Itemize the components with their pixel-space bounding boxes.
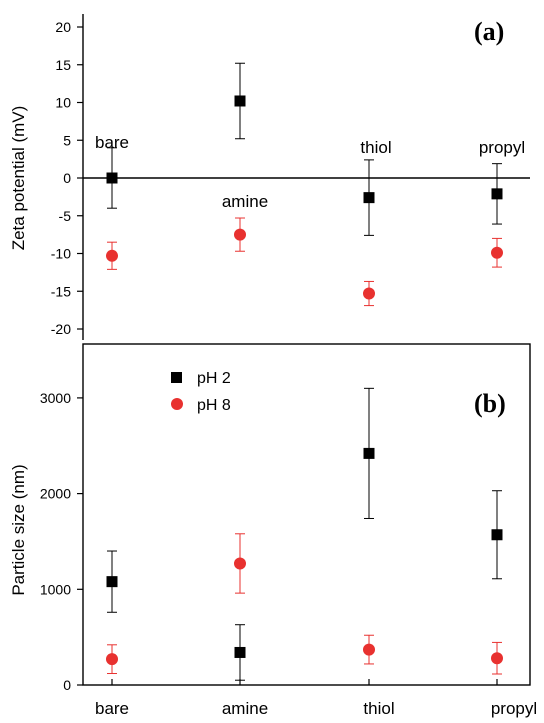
panel-a-y-tick-label: 20: [55, 19, 71, 35]
circle-marker: [234, 557, 246, 570]
panel-b-y-tick-label: 0: [63, 677, 71, 693]
panel-b-frame: [82, 343, 531, 686]
panel-b-y-tick-label: 2000: [40, 486, 71, 502]
panel-a-category-label-amine: amine: [222, 192, 268, 211]
panel-b-ph2-point-propyl: [491, 490, 503, 580]
panel-b-y-tick-label: 3000: [40, 390, 71, 406]
circle-marker: [106, 653, 118, 666]
panel-a-y-tick-label: 0: [63, 170, 71, 186]
panel-a-label: (a): [474, 17, 504, 46]
panel-a-y-tick-label: -10: [51, 246, 71, 262]
panel-b-x-tick-label-thiol: thiol: [363, 699, 394, 718]
panel-a-category-label-thiol: thiol: [360, 138, 391, 157]
legend-marker-ph2: [171, 372, 182, 383]
square-marker: [491, 529, 503, 541]
legend: pH 2 pH 8: [171, 370, 231, 414]
panel-b-y-axis-title: Particle size (nm): [9, 464, 28, 595]
panel-b-ph2-point-amine: [234, 624, 246, 681]
panel-a-y-tick-label: -20: [51, 321, 71, 337]
panel-b-ph8-point-thiol: [363, 634, 375, 665]
square-marker: [363, 192, 375, 204]
panel-b-x-tick-label-propyl: propyl: [491, 699, 537, 718]
circle-marker: [363, 643, 375, 656]
panel-a-ph2-point-amine: [234, 62, 246, 140]
panel-a-y-axis-title: Zeta potential (mV): [9, 106, 28, 251]
panel-b-ph2-point-bare: [106, 550, 118, 613]
legend-marker-ph8: [171, 398, 183, 410]
panel-a-data-marks: [106, 62, 503, 307]
square-marker: [234, 95, 246, 107]
panel-b-y-tick-label: 1000: [40, 581, 71, 597]
panel-b-label: (b): [474, 389, 506, 418]
panel-a-y-tick-label: -15: [51, 283, 71, 299]
panel-b: 3000 2000 1000 0 bare amine thiol propyl Parti…: [9, 343, 537, 718]
panel-a-ph8-point-bare: [106, 241, 118, 270]
panel-a-category-label-bare: bare: [95, 133, 129, 152]
panel-a-ph8-point-propyl: [491, 237, 503, 268]
panel-a-ph8-point-thiol: [363, 280, 375, 307]
circle-marker: [491, 246, 503, 259]
panel-a-ph2-point-bare: [106, 147, 118, 209]
panel-a-y-tick-label: 5: [63, 132, 71, 148]
panel-a-y-tick-label: -5: [59, 208, 72, 224]
circle-marker: [234, 228, 246, 241]
legend-label-ph8: pH 8: [197, 397, 231, 414]
panel-b-ph8-point-bare: [106, 644, 118, 675]
legend-label-ph2: pH 2: [197, 370, 231, 387]
square-marker: [234, 646, 246, 658]
panel-b-ph2-point-thiol: [363, 387, 375, 519]
square-marker: [491, 188, 503, 200]
panel-b-x-tick-label-amine: amine: [222, 699, 268, 718]
panel-b-ph8-point-amine: [234, 533, 246, 594]
panel-a-ph2-point-propyl: [491, 163, 503, 225]
panel-b-x-tick-label-bare: bare: [95, 699, 129, 718]
panel-b-data-marks: [106, 387, 503, 681]
panel-a-category-label-propyl: propyl: [479, 138, 525, 157]
panel-a-y-tick-label: 15: [55, 57, 71, 73]
panel-b-y-ticks: 3000 2000 1000 0: [40, 390, 83, 693]
panel-a-category-labels: bare amine thiol propyl: [95, 133, 525, 211]
circle-marker: [363, 287, 375, 300]
square-marker: [106, 172, 118, 184]
circle-marker: [106, 249, 118, 262]
panel-a-ph2-point-thiol: [363, 159, 375, 236]
square-marker: [106, 576, 118, 588]
circle-marker: [491, 652, 503, 665]
square-marker: [363, 447, 375, 459]
panel-b-x-ticks: bare amine thiol propyl: [95, 679, 537, 718]
panel-b-ph8-point-propyl: [491, 641, 503, 675]
panel-a-y-ticks: 20 15 10 5 0 -5 -10 -15 -20: [51, 19, 83, 337]
panel-a-ph8-point-amine: [234, 217, 246, 252]
panel-a-y-tick-label: 10: [55, 95, 71, 111]
